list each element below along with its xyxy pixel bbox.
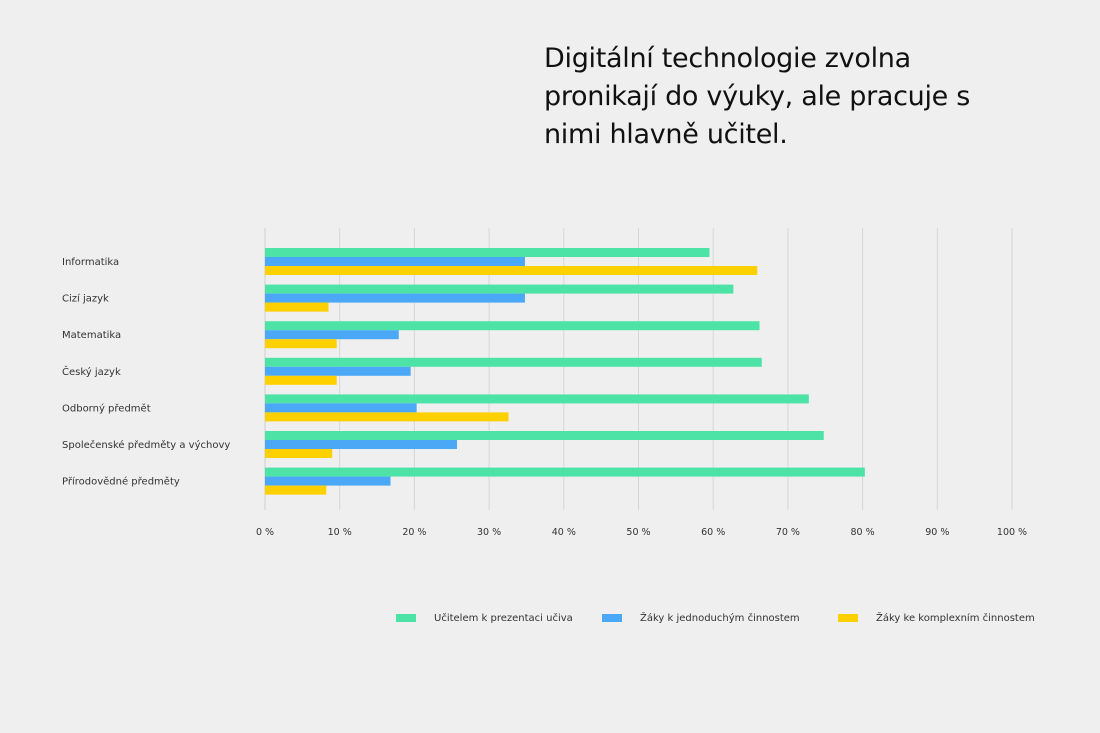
legend-swatch: [396, 614, 416, 622]
x-axis-tick-labels: 0 % 10 % 20 % 30 % 40 % 50 % 60 % 70 % 80 % 90 % 1…: [256, 527, 1027, 538]
bar: [265, 257, 525, 266]
x-tick-label: 0 %: [256, 527, 274, 538]
x-tick-label: 80 %: [851, 527, 875, 538]
bar: [265, 412, 509, 422]
bar: [265, 375, 337, 385]
chart-title-area: Digitální technologie zvolna pronikají d…: [544, 40, 1024, 154]
legend-swatch: [838, 614, 858, 622]
bar: [265, 366, 411, 376]
legend: Učitelem k prezentaci učiva Žáky k jednod…: [0, 608, 1100, 632]
category-label: Společenské předměty a výchovy: [62, 439, 230, 451]
bar: [265, 403, 417, 413]
legend-label: Učitelem k prezentaci učiva: [434, 612, 573, 624]
legend-label: Žáky k jednoduchým činnostem: [640, 612, 800, 624]
x-tick-label: 20 %: [402, 527, 426, 538]
category-label: Informatika: [62, 257, 119, 268]
bar: [265, 284, 734, 294]
legend-item: Žáky k jednoduchým činnostem: [602, 608, 800, 628]
legend-item: Žáky ke komplexním činnostem: [838, 608, 1035, 628]
x-tick-label: 10 %: [328, 527, 352, 538]
x-tick-label: 70 %: [776, 527, 800, 538]
x-tick-label: 90 %: [925, 527, 949, 538]
category-label: Odborný předmět: [62, 402, 151, 414]
legend-item: Učitelem k prezentaci učiva: [396, 608, 573, 628]
bar: [265, 449, 333, 458]
bar: [265, 248, 710, 257]
category-label: Cizí jazyk: [62, 293, 109, 305]
bar: [265, 394, 809, 404]
category-labels: Informatika Cizí jazyk Matematika Český jaz…: [62, 257, 230, 488]
x-tick-label: 30 %: [477, 527, 501, 538]
bar: [265, 485, 327, 495]
bar: [265, 440, 457, 449]
category-label: Český jazyk: [62, 365, 121, 378]
x-tick-label: 40 %: [552, 527, 576, 538]
legend-label: Žáky ke komplexním činnostem: [876, 612, 1035, 624]
bar: [265, 339, 337, 349]
bar: [265, 467, 865, 477]
bar-chart: Informatika Cizí jazyk Matematika Český jaz…: [62, 228, 1027, 538]
bar: [265, 431, 824, 440]
bar: [265, 266, 758, 275]
chart-title: Digitální technologie zvolna pronikají d…: [544, 43, 971, 150]
bar: [265, 321, 760, 331]
category-label: Matematika: [62, 330, 121, 341]
x-tick-label: 100 %: [997, 527, 1027, 538]
bar: [265, 476, 391, 486]
bar: [265, 293, 525, 303]
x-tick-label: 50 %: [626, 527, 650, 538]
category-label: Přírodovědné předměty: [62, 476, 180, 488]
legend-swatch: [602, 614, 622, 622]
x-tick-label: 60 %: [701, 527, 725, 538]
bar: [265, 330, 399, 340]
bar: [265, 302, 329, 312]
bar: [265, 357, 762, 367]
bars: [265, 248, 865, 495]
